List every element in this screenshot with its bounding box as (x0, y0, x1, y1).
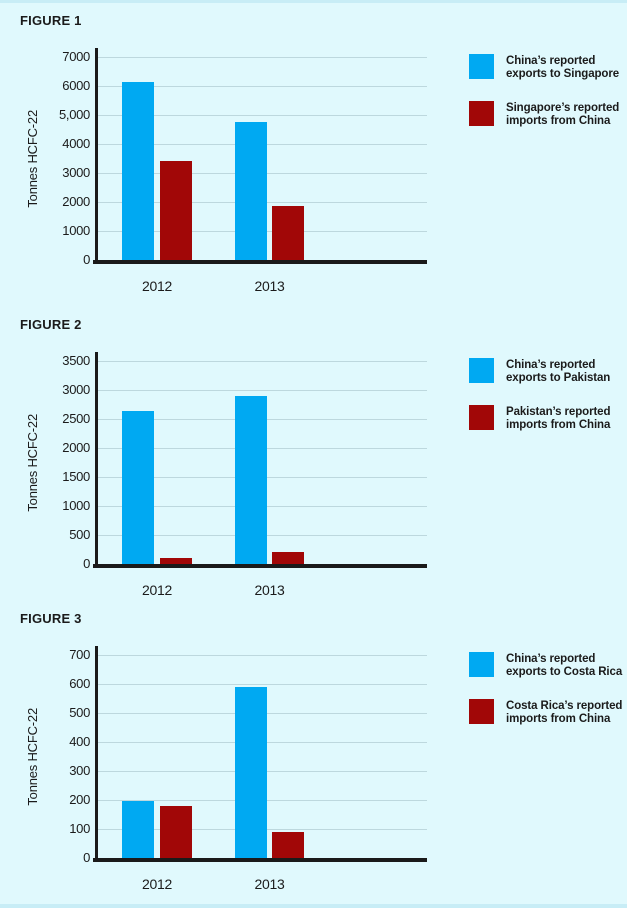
x-axis-line (93, 564, 427, 568)
y-axis-label-text: Tonnes HCFC-22 (24, 707, 40, 806)
bar-2013-series-2 (272, 832, 304, 858)
y-axis-line (95, 352, 98, 568)
x-category-label: 2013 (254, 876, 285, 892)
gridline (96, 390, 427, 391)
x-axis-line (93, 260, 427, 264)
x-category-label: 2012 (142, 582, 172, 598)
legend-swatch-import_red (469, 101, 494, 126)
bar-2013-series-1 (235, 396, 267, 564)
legend-label-line: China’s reported (506, 359, 596, 371)
gridline (96, 361, 427, 362)
y-tick-label: 4000 (62, 136, 90, 151)
legend-label-line: imports from China (506, 419, 611, 431)
y-tick-label: 500 (69, 527, 90, 542)
page-bottom-edge-strip (0, 904, 627, 908)
y-tick-label: 600 (69, 676, 90, 691)
y-tick-label: 6000 (62, 78, 90, 93)
gridline (96, 655, 427, 656)
y-tick-label: 0 (83, 556, 90, 571)
y-tick-label: 0 (83, 850, 90, 865)
bar-2012-series-1 (122, 411, 154, 564)
x-category-label: 2012 (142, 876, 172, 892)
gridline (96, 57, 427, 58)
legend-label-line: Singapore’s reported (506, 102, 620, 114)
legend-label-line: exports to Pakistan (506, 372, 611, 384)
legend-swatch-export_blue (469, 652, 494, 677)
bar-2013-series-1 (235, 687, 267, 858)
figure-label: FIGURE 1 (20, 13, 82, 28)
page-top-edge-strip (0, 0, 627, 3)
y-tick-label: 2000 (62, 440, 90, 455)
bar-2013-series-1 (235, 122, 267, 260)
y-tick-label: 200 (69, 792, 90, 807)
bar-2012-series-1 (122, 82, 154, 260)
y-tick-label: 0 (83, 252, 90, 267)
gridline (96, 115, 427, 116)
y-tick-label: 1500 (62, 469, 90, 484)
legend-label-line: China’s reported (506, 653, 596, 665)
x-category-label: 2012 (142, 278, 172, 294)
y-axis-line (95, 48, 98, 264)
legend-swatch-export_blue (469, 358, 494, 383)
y-tick-label: 3000 (62, 382, 90, 397)
figure-label: FIGURE 2 (20, 317, 82, 332)
y-tick-label: 1000 (62, 498, 90, 513)
bar-2012-series-2 (160, 558, 192, 564)
y-tick-label: 2500 (62, 411, 90, 426)
legend-label-line: imports from China (506, 713, 611, 725)
y-tick-label: 400 (69, 734, 90, 749)
legend-swatch-export_blue (469, 54, 494, 79)
bar-2012-series-2 (160, 161, 192, 260)
bar-2013-series-2 (272, 552, 304, 564)
y-tick-label: 300 (69, 763, 90, 778)
x-category-label: 2013 (254, 278, 285, 294)
y-axis-label-text: Tonnes HCFC-22 (24, 413, 40, 512)
y-tick-label: 1000 (62, 223, 90, 238)
figure-label: FIGURE 3 (20, 611, 82, 626)
gridline (96, 684, 427, 685)
gridline (96, 86, 427, 87)
legend-swatch-import_red (469, 405, 494, 430)
legend-label-line: Costa Rica’s reported (506, 700, 623, 712)
bar-2013-series-2 (272, 206, 304, 260)
y-tick-label: 700 (69, 647, 90, 662)
legend-label-line: Pakistan’s reported (506, 406, 611, 418)
legend-label-line: China’s reported (506, 55, 596, 67)
y-tick-label: 2000 (62, 194, 90, 209)
y-tick-label: 3500 (62, 353, 90, 368)
y-tick-label: 7000 (62, 49, 90, 64)
bar-2012-series-1 (122, 801, 154, 858)
legend-label-line: imports from China (506, 115, 611, 127)
legend-label-line: exports to Singapore (506, 68, 620, 80)
bar-2012-series-2 (160, 806, 192, 858)
y-tick-label: 500 (69, 705, 90, 720)
y-axis-line (95, 646, 98, 862)
x-axis-line (93, 858, 427, 862)
x-category-label: 2013 (254, 582, 285, 598)
y-tick-label: 100 (69, 821, 90, 836)
legend-swatch-import_red (469, 699, 494, 724)
legend-label-line: exports to Costa Rica (506, 666, 623, 678)
y-tick-label: 5,000 (58, 107, 90, 122)
y-axis-label-text: Tonnes HCFC-22 (24, 109, 40, 208)
y-tick-label: 3000 (62, 165, 90, 180)
